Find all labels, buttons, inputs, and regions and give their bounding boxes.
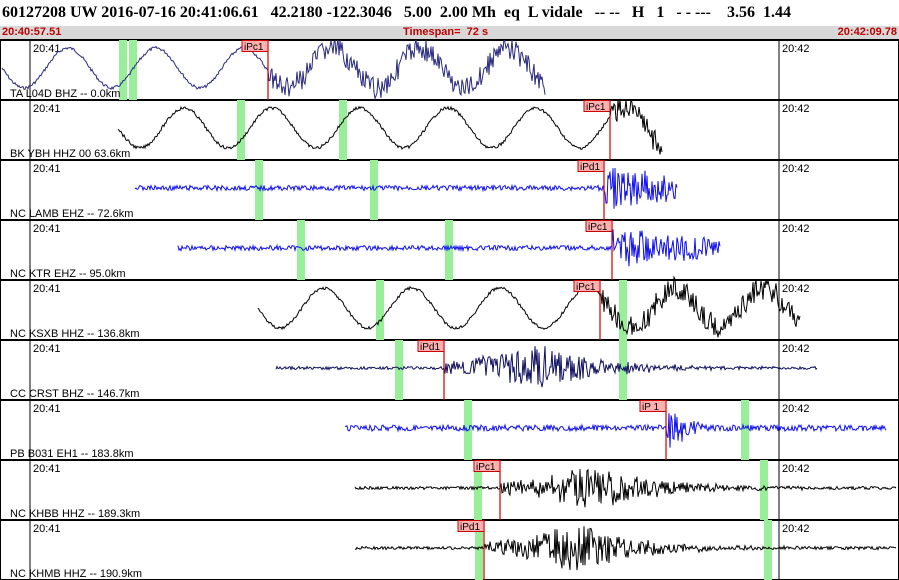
tick-label: 20:42 [782, 43, 810, 55]
phase-marker [297, 220, 305, 280]
pick-box[interactable] [473, 460, 501, 472]
waveform [177, 229, 721, 267]
pick-label: iP 1 [642, 402, 659, 413]
station-label: NC KHBB HHZ -- 189.3km [10, 508, 140, 520]
tick-label: 20:41 [33, 403, 61, 415]
tick-label: 20:41 [33, 103, 61, 115]
tick-label: 20:41 [33, 43, 61, 55]
trace-row[interactable]: 20:41 20:42 iPc1 NC KSXB HHZ -- 136.8km [0, 275, 899, 340]
end-time: 20:42:09.78 [837, 26, 897, 38]
phase-marker [474, 460, 482, 520]
phase-marker [129, 40, 137, 100]
pick-box[interactable] [573, 280, 601, 292]
pick-box[interactable] [577, 160, 605, 172]
pick-box[interactable] [583, 100, 611, 112]
trace-row[interactable]: 20:41 20:42 iPc1 TA L04D BHZ -- 0.0km [0, 40, 899, 101]
trace-row[interactable]: 20:41 20:42 iPd1 NC KHMB HHZ -- 190.9km [0, 520, 899, 580]
station-label: NC KTR EHZ -- 95.0km [10, 268, 126, 280]
waveform [344, 413, 887, 448]
tick-label: 20:41 [33, 283, 61, 295]
tick-label: 20:41 [33, 523, 61, 535]
trace-row[interactable]: 20:41 20:42 iPd1 NC LAMB EHZ -- 72.6km [0, 160, 899, 220]
pick-label: iPc1 [244, 42, 264, 53]
tick-label: 20:41 [33, 343, 61, 355]
trace-row[interactable]: 20:41 20:42 iPc1 NC KHBB HHZ -- 189.3km [0, 460, 899, 520]
waveform [117, 98, 663, 155]
phase-marker [475, 520, 483, 580]
phase-marker [255, 160, 263, 220]
waveform [257, 275, 801, 338]
trace-frame [0, 400, 899, 460]
phase-marker [741, 400, 749, 460]
tick-label: 20:42 [782, 343, 810, 355]
pick-label: iPc1 [588, 222, 608, 233]
phase-marker [619, 280, 627, 340]
tick-label: 20:42 [782, 463, 810, 475]
phase-marker [376, 280, 384, 340]
pick-box[interactable] [639, 400, 667, 412]
trace-row[interactable]: 20:41 20:42 iPc1 NC KTR EHZ -- 95.0km [0, 220, 899, 280]
event-title: 60127208 UW 2016-07-16 20:41:06.61 42.21… [2, 4, 791, 21]
tick-label: 20:42 [782, 163, 810, 175]
pick-box[interactable] [457, 520, 485, 532]
pick-label: iPc1 [476, 462, 496, 473]
pick-label: iPc1 [586, 102, 606, 113]
station-label: BK YBH HHZ 00 63.6km [10, 148, 130, 160]
waveform [134, 167, 678, 209]
trace-frame [0, 160, 899, 220]
tick-label: 20:41 [33, 463, 61, 475]
tick-label: 20:42 [782, 283, 810, 295]
pick-box[interactable] [585, 220, 613, 232]
pick-box[interactable] [417, 340, 445, 352]
phase-marker [760, 460, 768, 520]
phase-marker [764, 520, 772, 580]
waveform [354, 468, 897, 508]
phase-marker [119, 40, 127, 100]
start-time: 20:40:57.51 [2, 26, 62, 38]
station-label: NC KHMB HHZ -- 190.9km [10, 568, 142, 580]
waveform [354, 526, 897, 571]
trace-row[interactable]: 20:41 20:42 iPc1 BK YBH HHZ 00 63.6km [0, 98, 899, 160]
tick-label: 20:42 [782, 403, 810, 415]
phase-marker [339, 100, 347, 160]
phase-marker [237, 100, 245, 160]
tick-label: 20:42 [782, 223, 810, 235]
trace-row[interactable]: 20:41 20:42 iPd1 CC CRST BHZ -- 146.7km [0, 340, 899, 400]
station-label: TA L04D BHZ -- 0.0km [10, 88, 120, 100]
trace-row[interactable]: 20:41 20:42 iP 1 PB B031 EH1 -- 183.8km [0, 400, 899, 460]
event-header: 60127208 UW 2016-07-16 20:41:06.61 42.21… [0, 0, 899, 26]
pick-box[interactable] [241, 40, 269, 52]
timespan-label: Timespan= 72 s [403, 26, 489, 38]
tick-label: 20:42 [782, 523, 810, 535]
pick-label: iPd1 [420, 342, 440, 353]
tick-label: 20:42 [782, 103, 810, 115]
tick-label: 20:41 [33, 223, 61, 235]
station-label: NC LAMB EHZ -- 72.6km [10, 208, 133, 220]
waveform [1, 40, 546, 101]
pick-label: iPd1 [580, 162, 600, 173]
tick-label: 20:41 [33, 163, 61, 175]
station-label: PB B031 EH1 -- 183.8km [10, 448, 134, 460]
time-bar: 20:40:57.51 Timespan= 72 s 20:42:09.78 [0, 26, 899, 40]
station-label: CC CRST BHZ -- 146.7km [10, 388, 139, 400]
station-label: NC KSXB HHZ -- 136.8km [10, 328, 140, 340]
waveform [275, 346, 818, 388]
pick-label: iPc1 [576, 282, 596, 293]
pick-label: iPd1 [460, 522, 480, 533]
